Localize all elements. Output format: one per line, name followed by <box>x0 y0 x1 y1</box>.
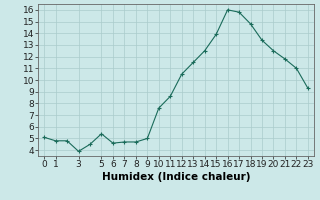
X-axis label: Humidex (Indice chaleur): Humidex (Indice chaleur) <box>102 172 250 182</box>
